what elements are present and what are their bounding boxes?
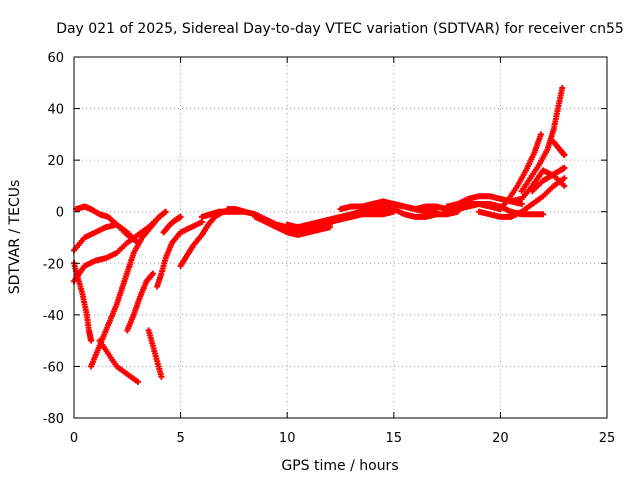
data-point xyxy=(561,164,568,171)
data-point xyxy=(518,200,525,207)
x-tick-label: 20 xyxy=(492,431,509,446)
series-arc-7 xyxy=(124,270,156,334)
chart-title: Day 021 of 2025, Sidereal Day-to-day VTE… xyxy=(56,21,624,37)
series-arc-22 xyxy=(476,175,568,220)
data-point xyxy=(177,213,184,220)
data-point xyxy=(561,182,568,189)
series-arc-8 xyxy=(145,327,165,380)
data-point xyxy=(162,208,169,215)
data-point xyxy=(88,337,95,344)
y-axis-label: SDTVAR / TECUs xyxy=(7,180,23,295)
x-axis-label: GPS time / hours xyxy=(281,458,398,474)
series-arc-25 xyxy=(508,167,568,205)
y-tick-label: 20 xyxy=(47,154,64,169)
x-tick-label: 15 xyxy=(386,431,403,446)
data-point xyxy=(540,211,547,218)
data-point xyxy=(326,224,333,231)
x-tick-label: 10 xyxy=(279,431,296,446)
y-tick-label: -40 xyxy=(43,309,64,324)
data-point xyxy=(156,213,163,220)
series-arc-10 xyxy=(160,213,184,236)
x-tick-label: 5 xyxy=(176,431,184,446)
data-point xyxy=(198,219,205,226)
data-point xyxy=(134,378,141,385)
series-arc-6 xyxy=(96,337,141,385)
data-point xyxy=(561,175,568,182)
series-arc-4 xyxy=(71,260,95,344)
series-arc-26 xyxy=(529,164,568,195)
axis-ticks: 0 5 10 15 20 25 -80 -60 -40 -20 0 20 40 60 xyxy=(43,51,616,446)
series-arc-5 xyxy=(88,213,163,370)
y-tick-label: 40 xyxy=(47,103,64,118)
y-tick-label: 0 xyxy=(56,206,64,221)
y-tick-label: 60 xyxy=(47,51,64,66)
series-arc-9 xyxy=(154,219,205,290)
data-point xyxy=(537,131,544,138)
y-tick-label: -60 xyxy=(43,360,64,375)
data-point xyxy=(149,270,156,277)
grid xyxy=(74,57,607,418)
x-tick-label: 25 xyxy=(599,431,616,446)
y-tick-label: -80 xyxy=(43,412,64,427)
plot-frame xyxy=(73,56,608,419)
data-point xyxy=(158,373,165,380)
series-arc-16 xyxy=(294,208,397,236)
data-point xyxy=(559,84,566,91)
x-tick-label: 0 xyxy=(70,431,78,446)
series-arc-27 xyxy=(550,139,568,158)
y-tick-label: -20 xyxy=(43,257,64,272)
data-points xyxy=(71,84,568,385)
series-arc-24 xyxy=(518,84,566,195)
data-point xyxy=(561,151,568,158)
